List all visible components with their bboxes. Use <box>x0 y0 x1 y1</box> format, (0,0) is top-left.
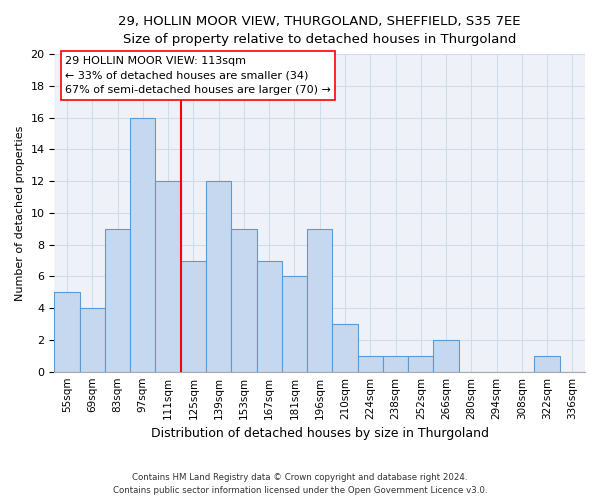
Bar <box>231 229 257 372</box>
Bar <box>181 260 206 372</box>
Y-axis label: Number of detached properties: Number of detached properties <box>15 125 25 300</box>
Bar <box>383 356 408 372</box>
X-axis label: Distribution of detached houses by size in Thurgoland: Distribution of detached houses by size … <box>151 427 489 440</box>
Bar <box>358 356 383 372</box>
Bar <box>257 260 282 372</box>
Bar <box>155 181 181 372</box>
Bar <box>535 356 560 372</box>
Bar <box>332 324 358 372</box>
Bar <box>105 229 130 372</box>
Bar <box>307 229 332 372</box>
Bar <box>80 308 105 372</box>
Bar <box>55 292 80 372</box>
Bar <box>130 118 155 372</box>
Title: 29, HOLLIN MOOR VIEW, THURGOLAND, SHEFFIELD, S35 7EE
Size of property relative t: 29, HOLLIN MOOR VIEW, THURGOLAND, SHEFFI… <box>118 15 521 46</box>
Text: 29 HOLLIN MOOR VIEW: 113sqm
← 33% of detached houses are smaller (34)
67% of sem: 29 HOLLIN MOOR VIEW: 113sqm ← 33% of det… <box>65 56 331 96</box>
Bar <box>282 276 307 372</box>
Bar <box>206 181 231 372</box>
Text: Contains HM Land Registry data © Crown copyright and database right 2024.
Contai: Contains HM Land Registry data © Crown c… <box>113 474 487 495</box>
Bar <box>408 356 433 372</box>
Bar <box>433 340 458 372</box>
